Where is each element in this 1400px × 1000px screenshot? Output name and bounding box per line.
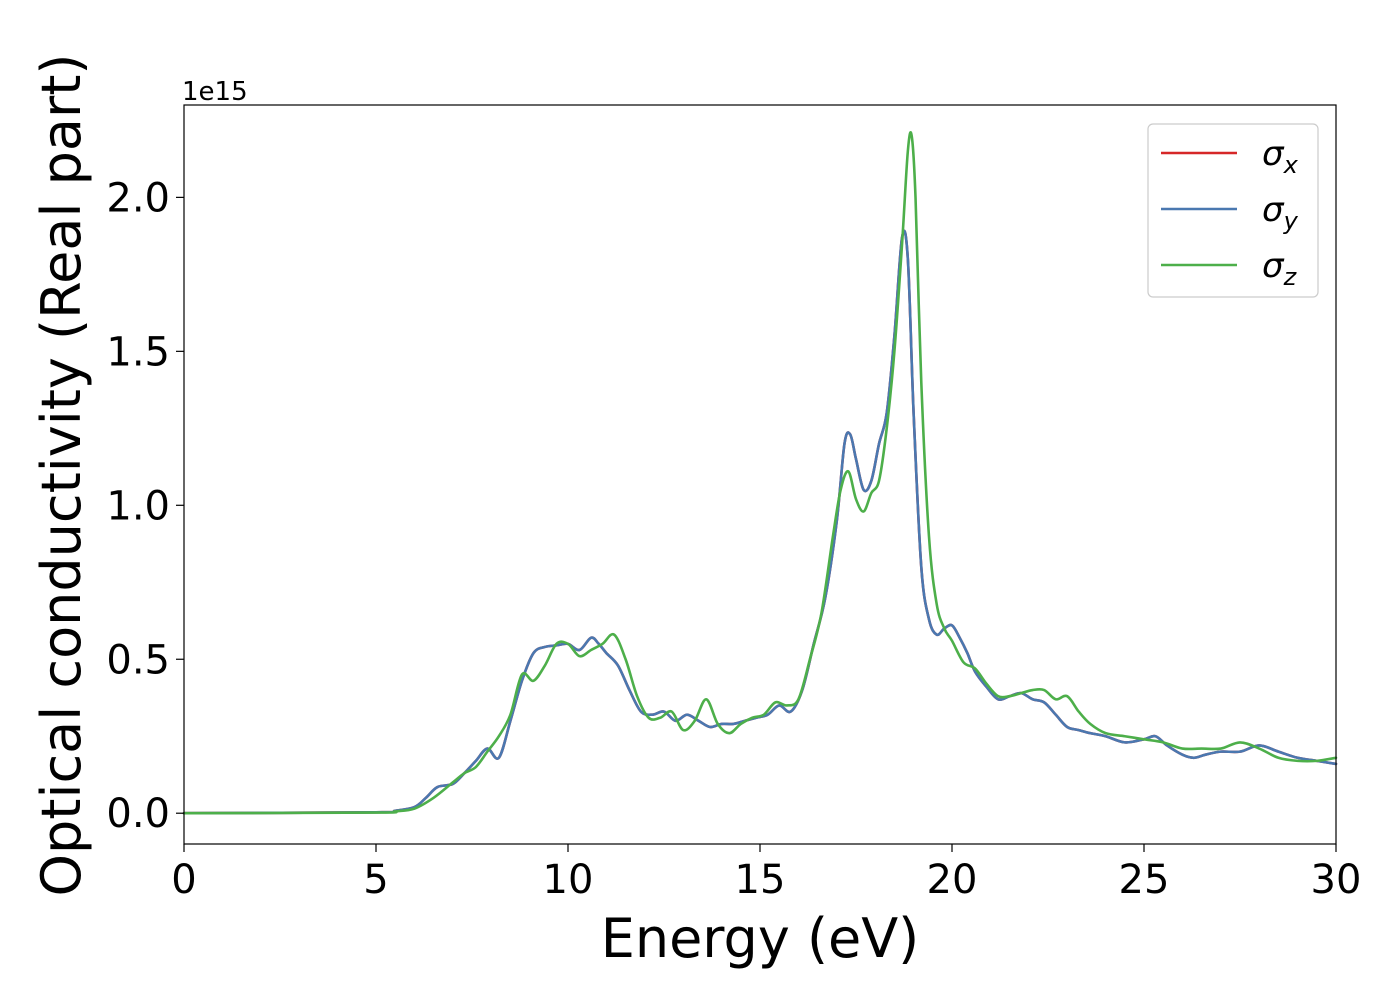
x-tick-label: 5: [363, 857, 388, 903]
y-axis-ticks: 0.0 0.5 1.0 1.5 2.0: [106, 175, 184, 837]
x-axis-title: Energy (eV): [601, 907, 920, 970]
y-tick-label: 2.0: [106, 175, 170, 221]
legend-box: [1147, 123, 1319, 298]
x-tick-label: 15: [735, 857, 786, 903]
series-line-sigma-z: [182, 131, 1338, 815]
series-line-sigma-y: [182, 229, 1338, 815]
x-tick-label: 30: [1311, 857, 1362, 903]
x-tick-label: 10: [543, 857, 594, 903]
y-tick-label: 1.0: [106, 483, 170, 529]
x-tick-label: 20: [927, 857, 978, 903]
series-layer: [182, 131, 1338, 815]
plot-area: [184, 105, 1336, 844]
legend-label-sigma-z: σz: [1262, 246, 1298, 291]
y-tick-label: 0.5: [106, 637, 170, 683]
y-offset-label: 1e15: [182, 77, 248, 107]
y-tick-label: 0.0: [106, 791, 170, 837]
x-tick-label: 25: [1119, 857, 1170, 903]
y-tick-label: 1.5: [106, 329, 170, 375]
y-axis-title: Optical conductivity (Real part): [30, 54, 93, 897]
x-axis-ticks: 0 5 10 15 20 25 30: [171, 844, 1361, 903]
x-tick-label: 0: [171, 857, 196, 903]
